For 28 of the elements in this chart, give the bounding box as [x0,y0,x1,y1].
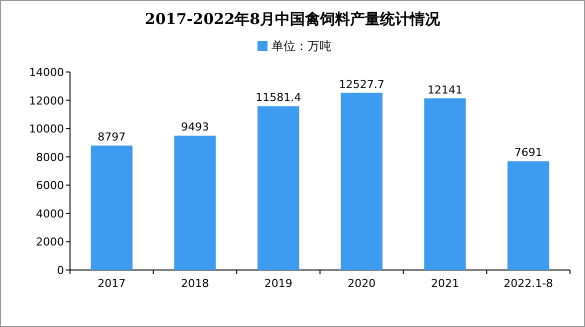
legend-label: 单位：万吨 [272,39,332,53]
data-label: 12527.7 [338,78,384,91]
data-label: 12141 [428,83,462,96]
bar [174,136,216,270]
bar [340,92,382,270]
y-tick-label: 14000 [29,66,64,79]
y-tick-label: 10000 [29,122,64,136]
bar [258,106,300,270]
bar [508,161,550,270]
data-label: 7691 [514,146,542,160]
y-tick-label: 8000 [36,150,64,164]
y-tick-label: 6000 [36,179,64,192]
chart-title: 2017-2022年8月中国禽饲料产量统计情况 [144,10,442,28]
data-label: 11581.4 [256,91,302,104]
bar [90,146,132,270]
x-tick-label: 2019 [264,277,292,290]
y-tick-label: 4000 [36,207,64,220]
x-tick-label: 2018 [181,277,209,290]
y-tick-label: 2000 [36,236,64,249]
x-tick-label: 2022.1-8 [504,277,554,290]
x-tick-label: 2021 [431,277,459,290]
y-tick-label: 0 [57,264,64,277]
x-tick-label: 2017 [98,277,126,290]
bar [424,98,466,270]
data-label: 9493 [181,120,209,134]
y-tick-label: 12000 [29,94,64,108]
x-tick-label: 2020 [348,277,376,290]
data-label: 8797 [98,130,126,144]
